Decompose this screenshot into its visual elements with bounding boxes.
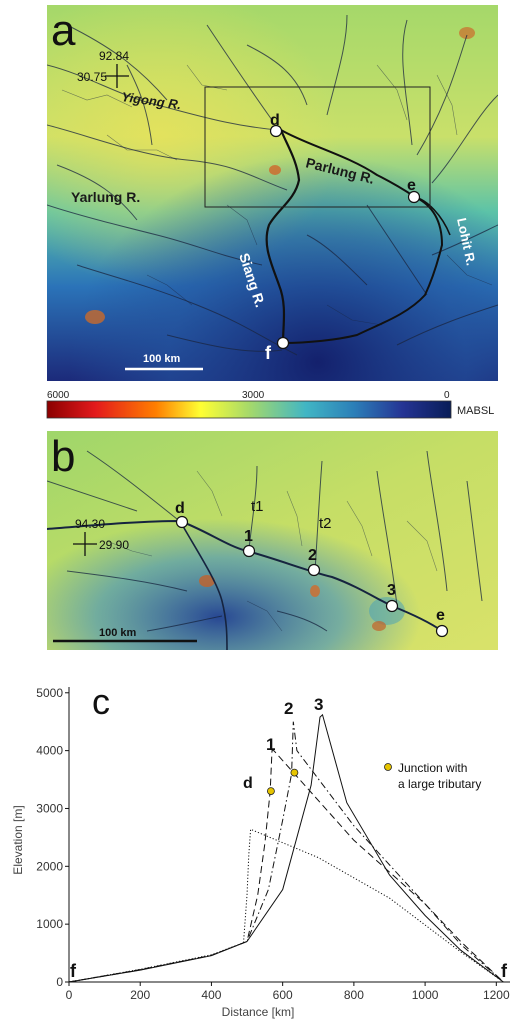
x-tick-label: 200 [130, 988, 150, 1002]
tributary-t2-label: t2 [319, 515, 332, 532]
colorbar-tick-mid: 3000 [242, 390, 265, 401]
panel-c-label: c [92, 681, 110, 722]
coord-lon-b: 94.30 [75, 517, 105, 531]
y-tick-label: 1000 [36, 917, 63, 931]
y-tick-label: 2000 [36, 859, 63, 873]
scale-label-b: 100 km [99, 627, 137, 639]
panel-b-label: b [51, 432, 75, 481]
point-1-label-b: 1 [244, 528, 253, 545]
colorbar: 6000 3000 0 MABSL [40, 388, 514, 424]
point-e-label: e [407, 177, 416, 194]
y-axis-label: Elevation [m] [11, 805, 25, 874]
junction-marker [291, 769, 298, 776]
x-tick-label: 1000 [412, 988, 439, 1002]
colorbar-gradient [47, 401, 451, 418]
point-d-label-b: d [175, 500, 185, 517]
point-d-circle-b [177, 517, 188, 528]
profile-label-1: 1 [266, 735, 275, 754]
point-e-label-b: e [436, 607, 445, 624]
series-layer [69, 715, 503, 982]
profile-label-2: 2 [284, 699, 293, 718]
colorbar-svg: 6000 3000 0 MABSL [40, 388, 514, 424]
y-tick-label: 4000 [36, 744, 63, 758]
panel-a-map: a 92.84 30.75 Yigong R. Yarlung R. Parlu… [47, 5, 498, 381]
legend-text-1: Junction with [398, 761, 467, 775]
endpoint-f-right: f [501, 961, 508, 981]
x-tick-label: 1200 [483, 988, 510, 1002]
profile-label-3: 3 [314, 695, 323, 714]
y-tick-label: 0 [56, 975, 63, 989]
panel-a-label: a [51, 6, 76, 55]
profile-chart-svg: c 0 1000 2000 3000 4000 5000 0 200 400 600 800 100… [0, 670, 514, 1021]
scale-label-a: 100 km [143, 353, 181, 365]
colorbar-tick-min: 0 [444, 390, 450, 401]
coord-lat-b: 29.90 [99, 538, 129, 552]
y-tick-label: 5000 [36, 686, 63, 700]
tributary-t1-label: t1 [251, 498, 264, 515]
junction-marker [267, 788, 274, 795]
panel-c-chart: c 0 1000 2000 3000 4000 5000 0 200 400 600 800 100… [0, 670, 514, 1021]
profile-line-d [69, 829, 503, 982]
river-label-yarlung: Yarlung R. [71, 189, 140, 205]
panel-b-svg: b 94.30 29.90 d 1 2 3 e t1 t2 100 km [47, 431, 498, 650]
coord-lon-a: 92.84 [99, 49, 129, 63]
point-f-label: f [265, 343, 272, 363]
endpoint-f-left: f [70, 961, 77, 981]
profile-line-3 [69, 715, 503, 982]
panel-a-svg: a 92.84 30.75 Yigong R. Yarlung R. Parlu… [47, 5, 498, 381]
colorbar-unit: MABSL [457, 405, 494, 417]
x-ticks: 0 200 400 600 800 1000 1200 [66, 982, 510, 1002]
point-2-circle-b [309, 565, 320, 576]
legend-text-2: a large tributary [398, 777, 481, 791]
y-tick-label: 3000 [36, 801, 63, 815]
point-d-label: d [270, 112, 280, 129]
point-3-circle-b [387, 601, 398, 612]
point-f-circle [278, 338, 289, 349]
y-ticks: 0 1000 2000 3000 4000 5000 [36, 686, 69, 989]
point-2-label-b: 2 [308, 547, 317, 564]
coord-lat-a: 30.75 [77, 70, 107, 84]
x-tick-label: 600 [273, 988, 293, 1002]
junction-layer [267, 769, 298, 795]
x-tick-label: 800 [344, 988, 364, 1002]
x-tick-label: 400 [201, 988, 221, 1002]
point-1-circle-b [244, 546, 255, 557]
panel-b-map: b 94.30 29.90 d 1 2 3 e t1 t2 100 km [47, 431, 498, 650]
x-axis-label: Distance [km] [222, 1005, 295, 1019]
point-3-label-b: 3 [387, 582, 396, 599]
profile-label-d: d [243, 775, 253, 792]
point-e-circle-b [437, 626, 448, 637]
colorbar-tick-max: 6000 [47, 390, 70, 401]
x-tick-label: 0 [66, 988, 73, 1002]
legend-junction-marker [385, 764, 392, 771]
